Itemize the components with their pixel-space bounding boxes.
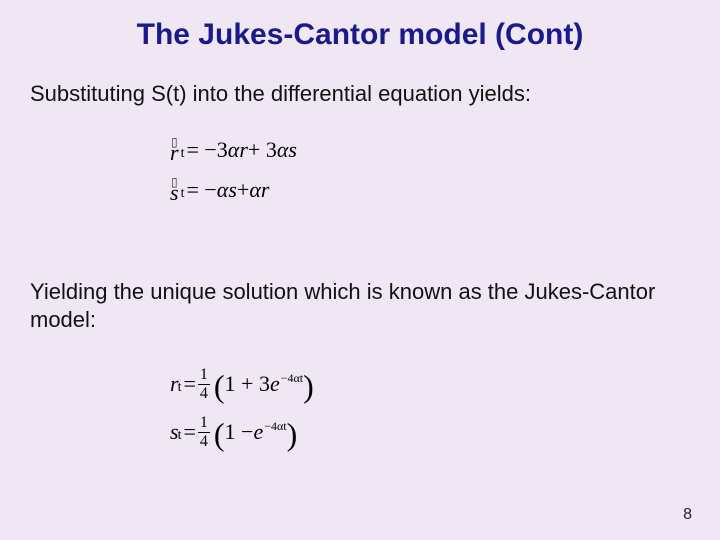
derivative-symbol: ▯ s bbox=[170, 181, 179, 200]
alpha: α bbox=[228, 137, 240, 163]
var-e: e bbox=[270, 371, 280, 397]
subscript-t: t bbox=[178, 428, 182, 444]
equation-row-3: rt = 1 4 ( 1 + 3e−4αt ) bbox=[170, 360, 314, 408]
paragraph-2: Yielding the unique solution which is kn… bbox=[30, 278, 690, 333]
var-e: e bbox=[253, 419, 263, 445]
equation-row-2: ▯ s t = −αs + αr bbox=[170, 170, 297, 210]
equation-row-1: ▯ r t = −3αr + 3αs bbox=[170, 130, 297, 170]
derivative-mark-icon: ▯ bbox=[171, 179, 178, 186]
var-s: s bbox=[170, 187, 179, 199]
equation-row-4: st = 1 4 ( 1 − e−4αt ) bbox=[170, 408, 314, 456]
alpha: α bbox=[277, 137, 289, 163]
derivative-mark-icon: ▯ bbox=[171, 139, 178, 146]
var-s: s bbox=[288, 137, 297, 163]
fraction-numerator: 1 bbox=[198, 367, 210, 385]
alpha: α bbox=[217, 177, 229, 203]
subscript-t: t bbox=[181, 186, 185, 202]
eq-text: = −3 bbox=[186, 137, 227, 163]
page-title: The Jukes-Cantor model (Cont) bbox=[0, 18, 720, 52]
fraction-numerator: 1 bbox=[198, 415, 210, 433]
eq-text: + bbox=[237, 177, 249, 203]
alpha: α bbox=[249, 177, 261, 203]
page-number: 8 bbox=[683, 506, 692, 524]
equation-block-solution: rt = 1 4 ( 1 + 3e−4αt ) st = 1 4 ( 1 − e… bbox=[170, 360, 314, 456]
subscript-t: t bbox=[181, 146, 185, 162]
fraction-denominator: 4 bbox=[200, 433, 208, 450]
subscript-t: t bbox=[178, 380, 182, 396]
paragraph-1: Substituting S(t) into the differential … bbox=[30, 80, 690, 108]
eq-text: = − bbox=[186, 177, 216, 203]
eq-text: = bbox=[183, 419, 195, 445]
var-r: r bbox=[170, 147, 179, 159]
eq-text: + 3 bbox=[248, 137, 277, 163]
var-r: r bbox=[239, 137, 248, 163]
var-s: s bbox=[228, 177, 237, 203]
eq-text: 1 + 3 bbox=[225, 371, 270, 397]
slide: The Jukes-Cantor model (Cont) Substituti… bbox=[0, 0, 720, 540]
fraction-denominator: 4 bbox=[200, 385, 208, 402]
exponent: −4αt bbox=[281, 371, 303, 386]
eq-text: = bbox=[183, 371, 195, 397]
fraction-one-quarter: 1 4 bbox=[198, 367, 210, 402]
equation-block-derivatives: ▯ r t = −3αr + 3αs ▯ s t = −αs + αr bbox=[170, 130, 297, 210]
derivative-symbol: ▯ r bbox=[170, 141, 179, 160]
var-r: r bbox=[261, 177, 270, 203]
eq-text: 1 − bbox=[225, 419, 254, 445]
fraction-one-quarter: 1 4 bbox=[198, 415, 210, 450]
exponent: −4αt bbox=[264, 419, 286, 434]
